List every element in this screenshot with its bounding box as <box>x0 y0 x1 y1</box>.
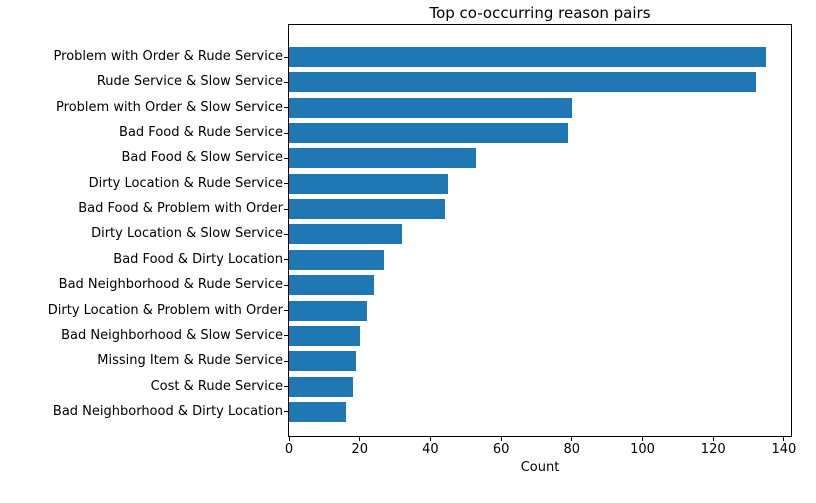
y-tick-label: Bad Neighborhood & Dirty Location <box>52 403 283 419</box>
bar <box>289 123 569 144</box>
y-tick-label: Bad Food & Problem with Order <box>78 201 283 217</box>
bar <box>289 148 477 169</box>
y-tick-mark <box>284 183 288 185</box>
x-tick-mark <box>783 437 785 441</box>
x-tick-label: 80 <box>563 442 581 457</box>
bar <box>289 401 346 422</box>
bar <box>289 47 767 67</box>
y-tick-mark <box>284 233 288 235</box>
bar <box>289 173 449 194</box>
bar <box>289 300 367 321</box>
x-tick-mark <box>571 437 573 441</box>
bar <box>289 325 360 346</box>
bar <box>289 199 445 220</box>
x-tick-label: 140 <box>771 442 797 457</box>
x-tick-label: 100 <box>630 442 655 457</box>
y-tick-mark <box>284 56 288 58</box>
x-tick-mark <box>712 437 714 441</box>
y-tick-mark <box>284 284 288 286</box>
bar <box>289 376 353 397</box>
x-tick-mark <box>359 437 361 441</box>
y-tick-label: Bad Neighborhood & Slow Service <box>61 327 283 343</box>
y-tick-mark <box>284 132 288 134</box>
x-tick-label: 120 <box>700 442 726 457</box>
y-tick-mark <box>284 208 288 210</box>
y-tick-mark <box>284 310 288 311</box>
x-tick-mark <box>500 437 502 441</box>
plot-area <box>288 24 792 437</box>
y-tick-label: Problem with Order & Rude Service <box>53 49 283 64</box>
y-tick-mark <box>284 157 288 159</box>
chart-title: Top co-occurring reason pairs <box>429 4 651 22</box>
x-tick-label: 40 <box>422 442 439 457</box>
y-tick-label: Dirty Location & Slow Service <box>91 226 283 242</box>
y-tick-mark <box>284 81 288 83</box>
y-tick-label: Bad Food & Rude Service <box>119 125 283 141</box>
x-tick-label: 0 <box>284 442 294 457</box>
y-tick-mark <box>284 386 288 388</box>
y-tick-label: Cost & Rude Service <box>150 378 283 394</box>
y-tick-label: Bad Food & Slow Service <box>121 150 283 166</box>
x-tick-label: 20 <box>351 442 368 457</box>
x-tick-mark <box>642 437 644 441</box>
x-tick-mark <box>288 437 290 441</box>
bar <box>289 275 374 296</box>
y-tick-mark <box>284 360 288 362</box>
y-tick-mark <box>284 335 288 337</box>
y-tick-mark <box>284 411 288 413</box>
y-tick-mark <box>284 259 288 261</box>
y-tick-label: Rude Service & Slow Service <box>96 74 283 90</box>
bar <box>289 97 572 118</box>
y-tick-label: Bad Neighborhood & Rude Service <box>58 277 283 293</box>
y-tick-label: Problem with Order & Slow Service <box>56 99 283 115</box>
bar <box>289 249 385 270</box>
y-tick-label: Dirty Location & Problem with Order <box>47 302 283 318</box>
x-axis-label: Count <box>520 460 560 475</box>
bar <box>289 351 357 372</box>
bar <box>289 72 756 93</box>
y-tick-label: Bad Food & Dirty Location <box>113 251 283 267</box>
y-tick-label: Dirty Location & Rude Service <box>88 175 283 191</box>
y-tick-mark <box>284 107 288 109</box>
y-tick-label: Missing Item & Rude Service <box>97 353 283 369</box>
bar <box>289 224 403 245</box>
x-tick-label: 60 <box>492 442 510 457</box>
x-tick-mark <box>429 437 431 441</box>
